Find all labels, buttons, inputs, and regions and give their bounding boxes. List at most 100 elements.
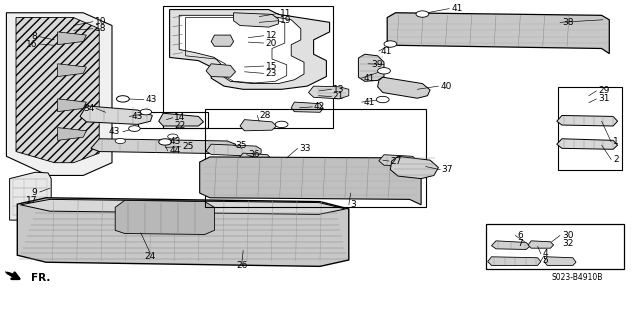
Text: 31: 31: [598, 94, 610, 103]
Circle shape: [159, 139, 172, 145]
Text: 4: 4: [543, 249, 548, 258]
Text: 39: 39: [371, 60, 383, 69]
Text: 21: 21: [333, 92, 344, 101]
Text: S023-B4910B: S023-B4910B: [552, 273, 603, 282]
Circle shape: [275, 121, 288, 128]
Text: 33: 33: [300, 144, 311, 153]
Ellipse shape: [460, 24, 514, 35]
Text: 32: 32: [562, 239, 573, 248]
Polygon shape: [387, 13, 609, 54]
Polygon shape: [234, 13, 278, 27]
Text: 34: 34: [83, 104, 95, 113]
Text: 27: 27: [390, 157, 402, 166]
Circle shape: [378, 68, 390, 74]
Circle shape: [376, 96, 389, 103]
Polygon shape: [358, 54, 384, 81]
Text: 41: 41: [381, 47, 392, 56]
Text: 11: 11: [280, 9, 292, 18]
Text: 19: 19: [280, 16, 292, 25]
Text: 36: 36: [248, 150, 260, 159]
Polygon shape: [5, 272, 17, 278]
Text: 7: 7: [517, 239, 523, 248]
Polygon shape: [557, 115, 618, 126]
Text: 22: 22: [174, 121, 186, 130]
Text: 42: 42: [314, 102, 325, 111]
Polygon shape: [206, 64, 236, 77]
Circle shape: [416, 11, 429, 17]
Text: 6: 6: [517, 231, 523, 240]
Text: 3: 3: [351, 200, 356, 209]
Text: 12: 12: [266, 31, 277, 40]
Circle shape: [168, 134, 178, 139]
Text: 25: 25: [182, 142, 194, 151]
Text: 41: 41: [364, 74, 375, 83]
Text: 24: 24: [145, 252, 156, 261]
Polygon shape: [10, 172, 51, 220]
Polygon shape: [492, 241, 530, 249]
Polygon shape: [159, 113, 204, 126]
Polygon shape: [200, 157, 421, 205]
Text: 41: 41: [451, 4, 463, 13]
Text: 1: 1: [613, 137, 619, 146]
Text: 16: 16: [26, 40, 37, 48]
Polygon shape: [17, 198, 349, 266]
Polygon shape: [211, 35, 234, 46]
Circle shape: [384, 41, 397, 47]
Text: 17: 17: [26, 196, 37, 204]
Polygon shape: [20, 199, 346, 214]
Text: 14: 14: [174, 113, 186, 122]
Polygon shape: [206, 144, 261, 156]
Polygon shape: [58, 128, 86, 140]
Text: 8: 8: [31, 32, 37, 41]
Text: 15: 15: [266, 62, 277, 70]
Polygon shape: [179, 15, 304, 84]
Text: 43: 43: [109, 127, 120, 136]
Text: 38: 38: [562, 18, 573, 27]
Text: 40: 40: [440, 82, 452, 91]
Text: 28: 28: [259, 111, 271, 120]
Polygon shape: [80, 106, 152, 124]
Polygon shape: [170, 10, 330, 89]
Text: 30: 30: [562, 231, 573, 240]
Circle shape: [140, 109, 152, 115]
Text: 43: 43: [170, 137, 181, 146]
Polygon shape: [308, 86, 349, 99]
Polygon shape: [16, 18, 99, 163]
Text: 43: 43: [131, 112, 143, 121]
Polygon shape: [528, 241, 554, 248]
Polygon shape: [58, 64, 86, 77]
Circle shape: [129, 126, 140, 131]
Text: 41: 41: [364, 98, 375, 107]
Text: 20: 20: [266, 39, 277, 48]
Polygon shape: [291, 102, 323, 112]
Polygon shape: [58, 32, 86, 45]
Text: FR.: FR.: [31, 273, 50, 283]
Polygon shape: [379, 155, 417, 166]
Polygon shape: [390, 156, 438, 179]
Polygon shape: [6, 13, 112, 175]
Text: 29: 29: [598, 86, 610, 95]
Text: 10: 10: [95, 17, 106, 26]
Text: 13: 13: [333, 85, 344, 94]
Polygon shape: [488, 257, 541, 265]
Text: 44: 44: [170, 146, 181, 155]
Polygon shape: [378, 77, 430, 98]
Text: 23: 23: [266, 69, 277, 78]
Text: 5: 5: [543, 256, 548, 265]
Text: 35: 35: [236, 141, 247, 150]
Polygon shape: [58, 99, 86, 112]
Circle shape: [115, 138, 125, 144]
Polygon shape: [238, 153, 272, 163]
Text: 2: 2: [613, 155, 619, 164]
Text: 43: 43: [146, 95, 157, 104]
Polygon shape: [557, 139, 618, 149]
Polygon shape: [240, 120, 276, 131]
Text: 9: 9: [31, 188, 37, 197]
Polygon shape: [115, 200, 214, 234]
Text: 18: 18: [95, 24, 106, 33]
Text: 26: 26: [236, 261, 248, 270]
Circle shape: [116, 96, 129, 102]
Text: 37: 37: [442, 165, 453, 174]
Polygon shape: [544, 257, 576, 265]
Polygon shape: [91, 139, 236, 154]
